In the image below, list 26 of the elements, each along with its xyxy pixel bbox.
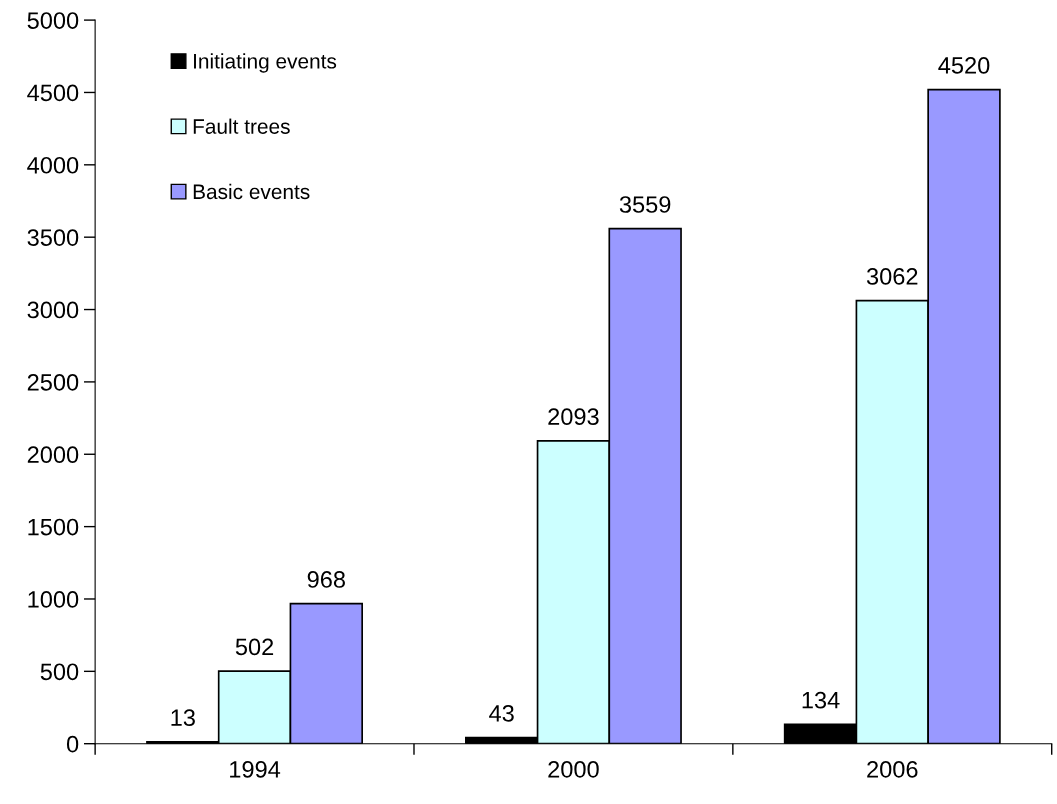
y-tick-label: 2500 [27, 373, 79, 391]
x-tick-label: 2000 [548, 760, 599, 778]
y-tick-label: 4000 [27, 156, 79, 174]
data-label: 43 [489, 704, 514, 722]
data-label: 4520 [938, 57, 990, 74]
y-tick-label: 2000 [27, 446, 79, 464]
data-label: 3062 [866, 268, 918, 285]
x-tick-label: 1994 [230, 760, 281, 778]
legend-label: Initiating events [194, 53, 337, 73]
data-label: 968 [307, 571, 345, 588]
y-tick-label: 500 [40, 663, 79, 681]
data-label: 3559 [619, 196, 671, 213]
y-tick-label: 0 [66, 735, 79, 753]
x-tick-label: 2006 [867, 760, 918, 778]
data-label: 13 [171, 709, 195, 727]
y-tick-label: 4500 [27, 84, 79, 102]
y-tick-label: 3000 [27, 301, 79, 319]
legend-label: Basic events [193, 183, 310, 200]
data-label: 2093 [548, 408, 599, 426]
y-tick-label: 5000 [27, 12, 79, 29]
data-label: 502 [235, 638, 274, 656]
y-tick-label: 1000 [28, 591, 79, 608]
data-label: 134 [802, 691, 840, 709]
y-tick-label: 3500 [27, 229, 79, 246]
y-tick-label: 1500 [28, 518, 79, 536]
legend-label: Fault trees [193, 118, 290, 134]
